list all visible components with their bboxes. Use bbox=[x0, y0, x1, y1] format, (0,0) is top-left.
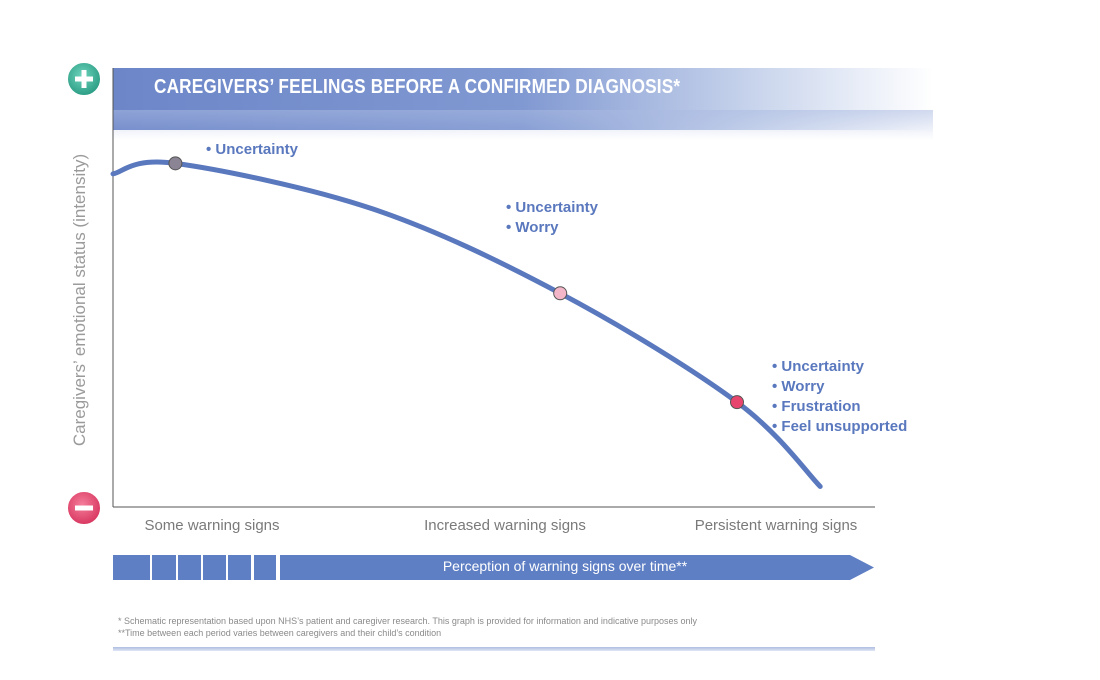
arrow-segment bbox=[228, 555, 251, 580]
feeling-label: • Feel unsupported bbox=[772, 418, 908, 435]
minus-icon bbox=[66, 490, 102, 526]
y-axis-label: Caregivers’ emotional status (intensity) bbox=[70, 153, 89, 447]
arrow-segment bbox=[152, 555, 176, 580]
x-tick-label: Persistent warning signs bbox=[694, 517, 858, 534]
chart-title: CAREGIVERS’ FEELINGS BEFORE A CONFIRMED … bbox=[154, 76, 681, 98]
bottom-rule bbox=[113, 647, 875, 651]
x-tick-label: Some warning signs bbox=[144, 517, 280, 534]
footnote: **Time between each period varies betwee… bbox=[118, 628, 442, 638]
x-axis-label: Perception of warning signs over time** bbox=[442, 558, 688, 574]
feeling-label: • Worry bbox=[772, 378, 825, 395]
feeling-label: • Uncertainty bbox=[206, 141, 298, 158]
curve-marker bbox=[553, 286, 568, 301]
emotion-curve bbox=[110, 159, 823, 489]
annotation-persistent-warning: • Uncertainty • Worry • Frustration • Fe… bbox=[772, 357, 907, 437]
annotation-increased-warning: • Uncertainty • Worry bbox=[506, 198, 598, 238]
arrow-segment bbox=[113, 555, 150, 580]
feeling-label: • Worry bbox=[506, 219, 559, 236]
arrow-body bbox=[280, 555, 874, 580]
footnote: * Schematic representation based upon NH… bbox=[118, 616, 697, 626]
curve-marker bbox=[168, 156, 183, 171]
feeling-label: • Uncertainty bbox=[772, 358, 864, 375]
feeling-label: • Frustration bbox=[772, 398, 861, 415]
arrow-segment bbox=[178, 555, 201, 580]
title-banner-fade bbox=[113, 110, 933, 140]
arrow-segment bbox=[254, 555, 276, 580]
plus-icon bbox=[66, 61, 102, 97]
footnotes: * Schematic representation based upon NH… bbox=[118, 615, 697, 639]
time-arrow bbox=[113, 555, 874, 580]
curve-marker bbox=[730, 395, 744, 410]
arrow-segment bbox=[203, 555, 226, 580]
feeling-label: • Uncertainty bbox=[506, 199, 598, 216]
x-tick-label: Increased warning signs bbox=[424, 517, 586, 534]
annotation-some-warning: • Uncertainty bbox=[206, 140, 298, 160]
